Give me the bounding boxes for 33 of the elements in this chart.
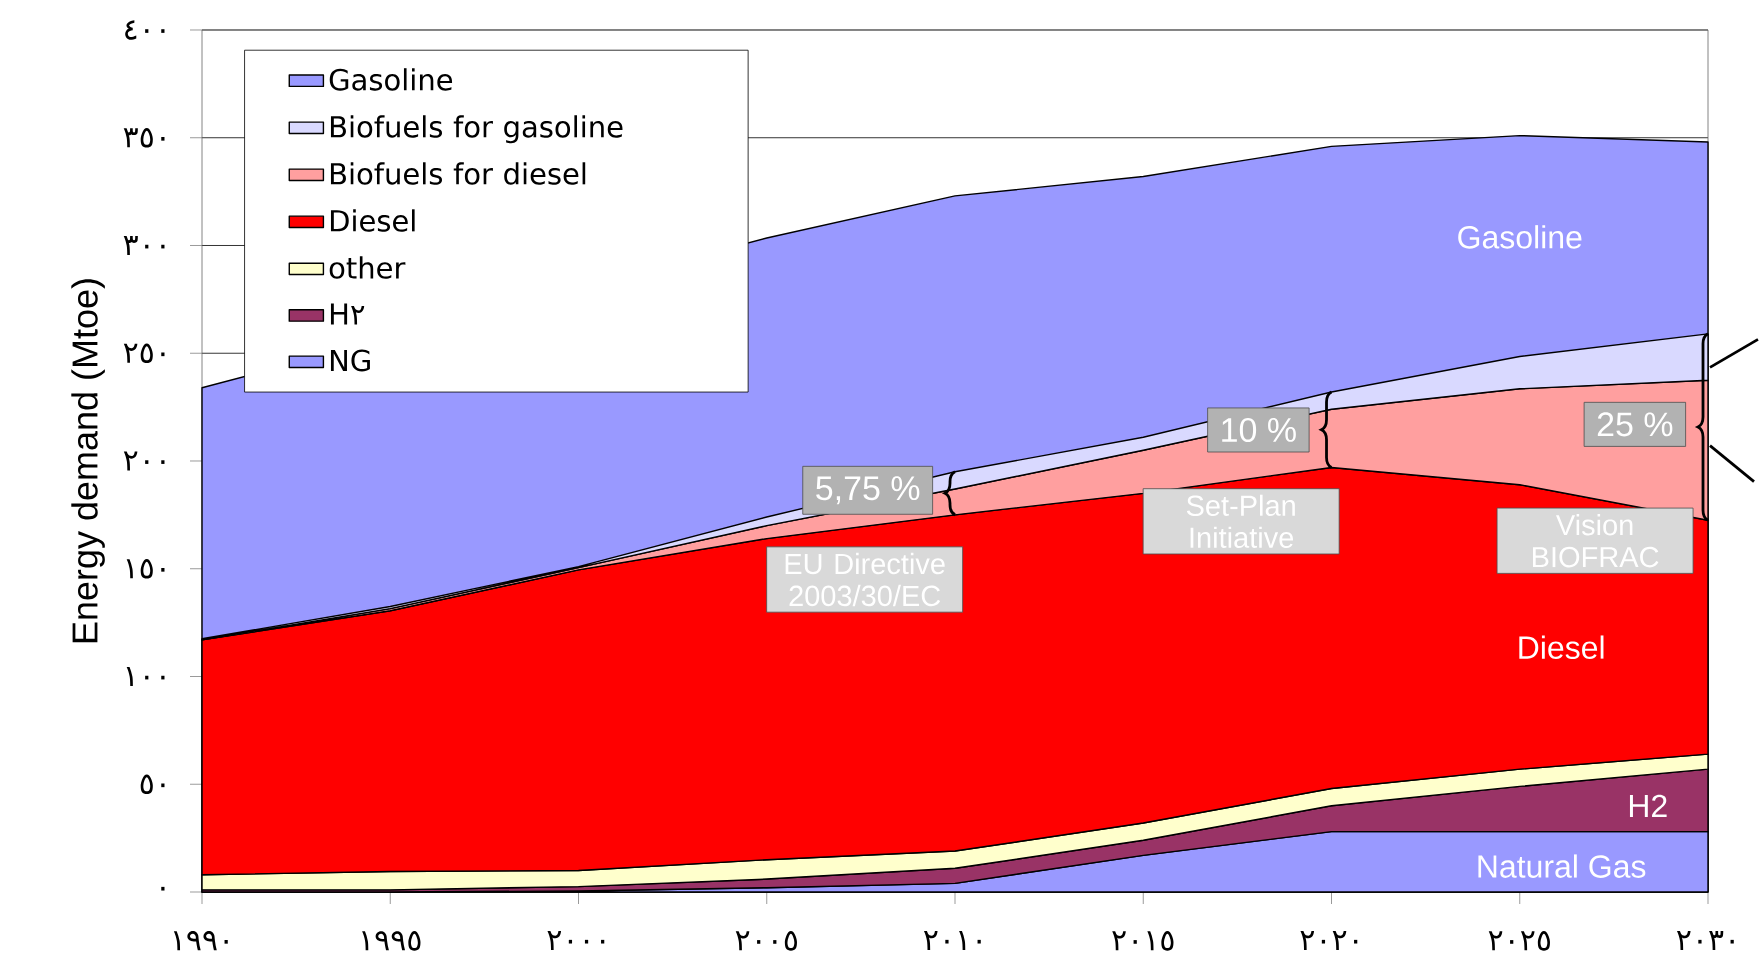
x-tick-label: ١٩٩٠ bbox=[173, 931, 228, 951]
legend-label: H٢ bbox=[330, 303, 365, 325]
annotation: 25 % bbox=[1597, 412, 1673, 437]
annotation: Diesel bbox=[1519, 635, 1604, 659]
annotation: 10 % bbox=[1222, 417, 1296, 443]
y-tick-label: ٢٠٠ bbox=[123, 451, 165, 471]
y-axis-title: Energy demand (Mtoe) bbox=[71, 279, 105, 643]
y-tick-label: ١٥٠ bbox=[126, 558, 165, 579]
y-tick-label: ٠ bbox=[161, 886, 165, 891]
y-tick-label: ٢٥٠ bbox=[123, 343, 165, 364]
x-tick-label: ٢٠١٥ bbox=[1112, 931, 1174, 951]
y-tick-label: ٣٠٠ bbox=[123, 235, 165, 256]
y-tick-label: ٣٥٠ bbox=[123, 127, 165, 148]
legend-label: Biofuels for gasoline bbox=[330, 115, 623, 144]
annotation: Gasoline bbox=[1458, 225, 1582, 249]
x-tick-label: ٢٠٢٠ bbox=[1300, 931, 1358, 951]
y-tick-label: ٥٠ bbox=[140, 774, 165, 795]
x-tick-label: ١٩٩٥ bbox=[362, 931, 421, 951]
x-tick-label: ٢٠٠٥ bbox=[735, 931, 797, 951]
y-tick-label: ١٠٠ bbox=[126, 666, 165, 687]
annotation: H2 bbox=[1629, 794, 1667, 817]
legend-label: Gasoline bbox=[329, 68, 453, 91]
x-tick-label: ٢٠٠٠ bbox=[547, 931, 605, 951]
x-tick-label: ٢٠١٠ bbox=[923, 931, 981, 951]
x-tick-label: ٢٠٢٥ bbox=[1488, 931, 1550, 951]
annotation: 5,75 % bbox=[816, 476, 920, 505]
annotation: Natural Gas bbox=[1478, 854, 1646, 878]
y-tick-label: ٤٠٠ bbox=[125, 20, 165, 40]
legend-label: other bbox=[329, 256, 406, 279]
legend-label: NG bbox=[330, 349, 370, 372]
legend-label: Diesel bbox=[330, 209, 415, 232]
legend-label: Biofuels for diesel bbox=[330, 162, 586, 185]
x-tick-label: ٢٠٣٠ bbox=[1676, 931, 1734, 951]
